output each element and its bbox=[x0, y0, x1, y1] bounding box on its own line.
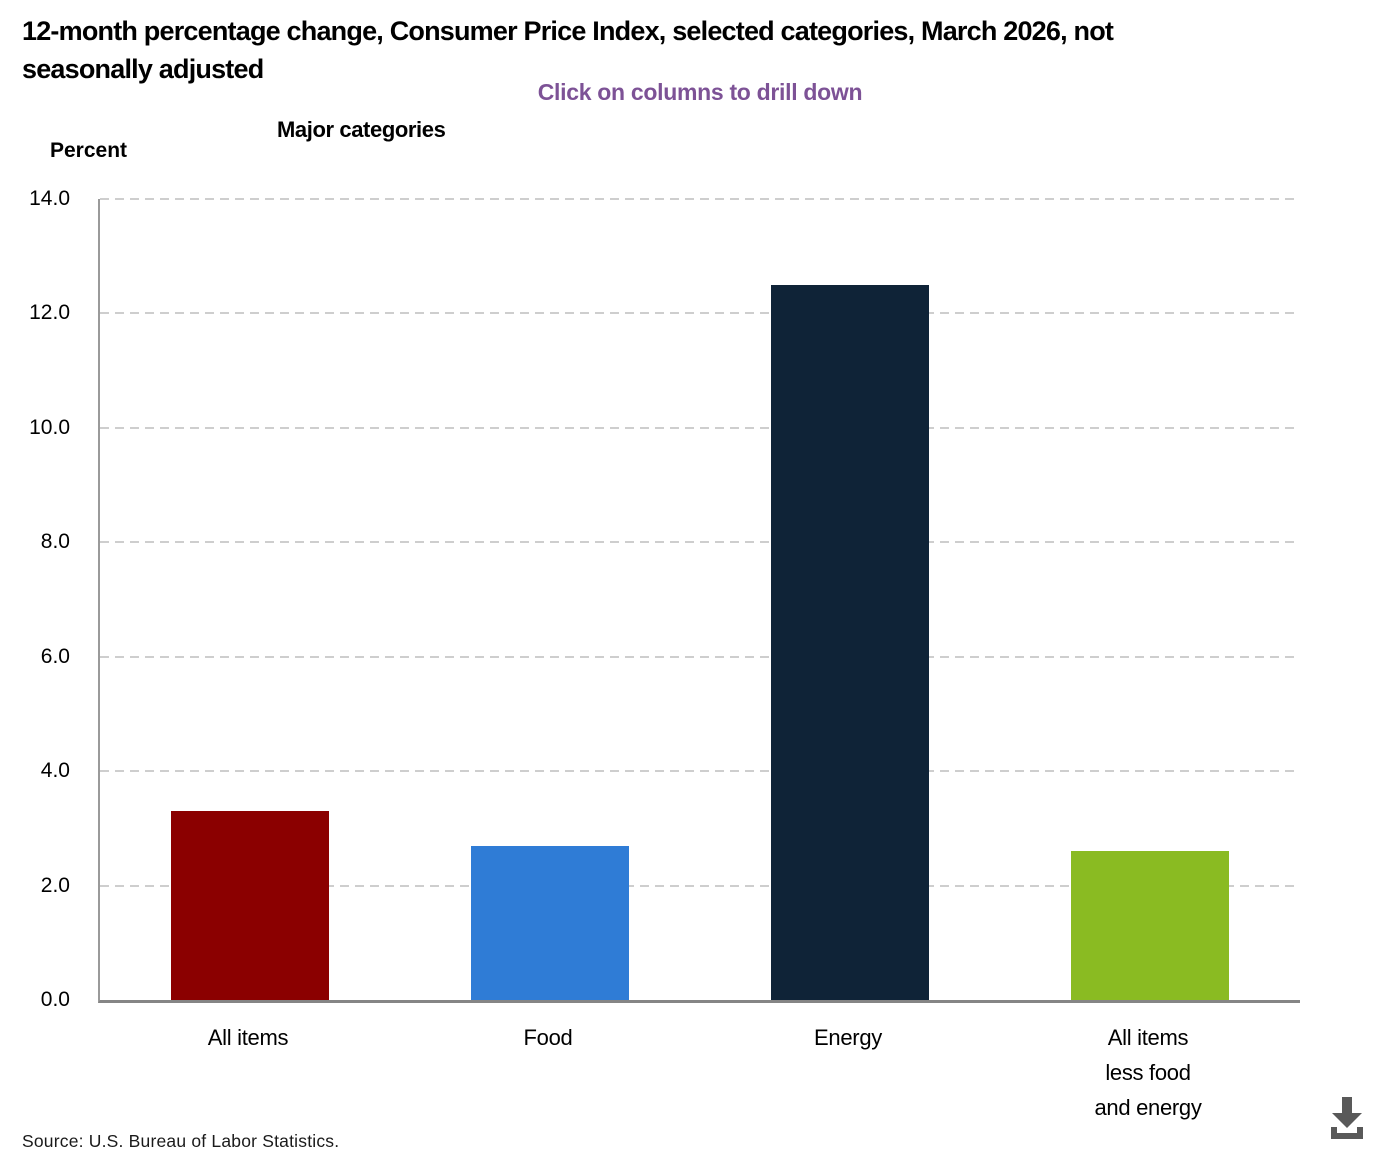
x-category-label-all-items: All items bbox=[207, 1025, 289, 1050]
source-note: Source: U.S. Bureau of Labor Statistics. bbox=[22, 1131, 340, 1151]
chart-subtitle-major-categories: Major categories bbox=[277, 117, 446, 142]
bar-slot bbox=[100, 199, 400, 1000]
bar-slot bbox=[1000, 199, 1300, 1000]
page-title: 12-month percentage change, Consumer Pri… bbox=[22, 12, 1322, 88]
download-icon[interactable] bbox=[1322, 1093, 1372, 1145]
y-tick-label: 2.0 bbox=[40, 873, 70, 897]
y-tick-label: 10.0 bbox=[29, 415, 70, 439]
y-tick-label: 8.0 bbox=[40, 530, 70, 554]
x-category-label-all-items-less-food-and-energy: All items less food and energy bbox=[1094, 1025, 1202, 1120]
gridline bbox=[100, 312, 1300, 315]
y-tick-label: 0.0 bbox=[40, 988, 70, 1011]
x-category-label-energy: Energy bbox=[814, 1025, 882, 1050]
gridline bbox=[100, 770, 1300, 773]
bar-energy[interactable] bbox=[771, 284, 929, 1000]
plot-area bbox=[98, 198, 1300, 1003]
y-tick-label: 4.0 bbox=[40, 759, 70, 783]
bar-all-items-less-food-and-energy[interactable] bbox=[1071, 851, 1229, 1000]
y-axis-tick-labels: 14.0 12.0 10.0 8.0 6.0 4.0 2.0 0.0 bbox=[0, 187, 70, 1011]
bar-all-items[interactable] bbox=[171, 811, 329, 1000]
bars-container bbox=[100, 199, 1300, 1000]
y-axis-title: Percent bbox=[50, 139, 128, 162]
bar-slot bbox=[700, 199, 1000, 1000]
page-title-line1: 12-month percentage change, Consumer Pri… bbox=[22, 16, 1114, 46]
bar-food[interactable] bbox=[471, 845, 629, 1000]
x-axis-category-labels: All items Food Energy All items less food a… bbox=[98, 1020, 1298, 1125]
gridline bbox=[100, 541, 1300, 544]
gridline bbox=[100, 655, 1300, 658]
gridline bbox=[100, 198, 1300, 200]
gridline bbox=[100, 884, 1300, 887]
x-category-label-food: Food bbox=[523, 1025, 573, 1050]
page-title-line2: seasonally adjusted bbox=[22, 54, 264, 84]
drilldown-hint: Click on columns to drill down bbox=[537, 79, 863, 105]
gridline bbox=[100, 426, 1300, 429]
y-tick-label: 14.0 bbox=[29, 187, 70, 210]
bar-slot bbox=[400, 199, 700, 1000]
y-tick-label: 6.0 bbox=[40, 644, 70, 668]
y-tick-label: 12.0 bbox=[29, 301, 70, 325]
